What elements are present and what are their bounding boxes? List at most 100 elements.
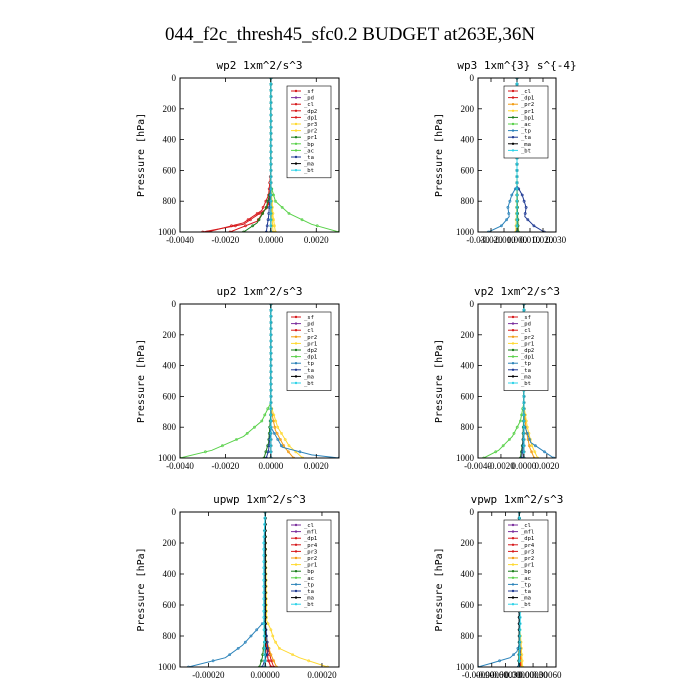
panel-title: vpwp 1xm^2/s^3 xyxy=(471,493,564,506)
series-point xyxy=(255,628,259,632)
legend: _cl_mfl_dp1_pr4_pr3_pr2_pr1_bp_ac_tp_ta_… xyxy=(286,519,332,613)
series-point xyxy=(262,547,266,551)
x-tick-label: 0.0000 xyxy=(258,235,283,245)
y-tick-label: 0 xyxy=(470,299,475,309)
series-point xyxy=(518,622,522,626)
series-point xyxy=(518,516,521,520)
legend-label: _bp xyxy=(304,142,314,148)
x-tick-label: 0.00020 xyxy=(307,670,337,680)
legend-box xyxy=(286,85,332,179)
legend-label: _mfl xyxy=(304,530,317,536)
series-point xyxy=(220,444,224,448)
series-point xyxy=(520,659,524,663)
series-point xyxy=(525,431,529,435)
series-point xyxy=(522,450,526,454)
legend-marker xyxy=(294,543,298,546)
series-point xyxy=(262,591,266,595)
legend-label: _pr3 xyxy=(304,549,317,555)
legend-label: _pd xyxy=(304,96,314,102)
series-point xyxy=(530,444,534,448)
series-point xyxy=(230,224,233,228)
series-line-ta xyxy=(265,304,272,458)
series-point xyxy=(262,628,266,632)
y-tick-label: 400 xyxy=(461,569,475,579)
legend-label: _sf xyxy=(521,315,531,321)
legend-label: _cl xyxy=(304,328,314,334)
legend-label: _pr1 xyxy=(521,341,534,347)
y-tick-label: 200 xyxy=(461,538,475,548)
legend-label: _ma xyxy=(521,596,531,602)
y-tick-label: 600 xyxy=(163,165,177,175)
series-point xyxy=(269,88,273,92)
series-point xyxy=(519,419,522,423)
series-line-ta xyxy=(265,78,272,232)
series-point xyxy=(534,444,537,448)
legend-box xyxy=(286,311,332,391)
y-tick-label: 200 xyxy=(163,330,177,340)
y-tick-label: 1000 xyxy=(158,662,177,672)
legend: _sf_pd_cl_dp2_dp1_pr3_pr2_pr1_bp_ac_ta_m… xyxy=(286,85,332,179)
y-tick-label: 600 xyxy=(461,600,475,610)
legend-marker xyxy=(294,530,298,533)
series-point xyxy=(522,419,526,423)
series-point xyxy=(269,193,273,197)
legend-marker xyxy=(294,556,298,560)
series-line-dp2 xyxy=(207,78,272,232)
series-point xyxy=(515,82,519,86)
legend-marker xyxy=(294,563,298,566)
series-point xyxy=(269,357,273,361)
legend-label: _ma xyxy=(521,374,531,380)
legend-marker xyxy=(511,335,515,338)
series-point xyxy=(532,224,536,228)
series-point xyxy=(272,665,276,667)
series-point xyxy=(275,665,278,667)
legend-marker xyxy=(511,122,515,126)
legend-marker xyxy=(511,355,515,358)
legend-label: _bt xyxy=(521,381,531,387)
series-point xyxy=(273,199,277,203)
legend-marker xyxy=(511,523,515,527)
series-point xyxy=(269,444,273,448)
series-point xyxy=(272,218,276,222)
series-point xyxy=(266,218,270,222)
series-point xyxy=(269,144,273,148)
series-point xyxy=(528,438,532,441)
x-tick-label: 0.0000 xyxy=(258,461,283,471)
legend-marker xyxy=(294,381,298,385)
legend-label: _sf xyxy=(304,315,314,321)
y-axis-label: Pressure [hPa] xyxy=(434,339,445,423)
y-axis-label: Pressure [hPa] xyxy=(136,113,147,197)
x-tick-label: 0.020 xyxy=(533,235,554,245)
series-point xyxy=(257,218,261,222)
series-point xyxy=(269,181,273,185)
legend-marker xyxy=(294,570,298,573)
legend-marker xyxy=(294,362,298,365)
legend-marker xyxy=(294,109,298,113)
series-point xyxy=(269,82,273,86)
legend-marker xyxy=(294,142,298,145)
series-point xyxy=(262,603,266,607)
y-tick-label: 200 xyxy=(461,104,475,114)
series-point xyxy=(269,388,273,392)
series-point xyxy=(521,665,524,667)
series-point xyxy=(279,444,283,448)
series-point xyxy=(269,450,273,454)
series-point xyxy=(326,665,329,667)
series-point xyxy=(286,450,290,454)
series-point xyxy=(515,162,519,166)
legend-label: _ac xyxy=(304,148,314,154)
legend-marker xyxy=(294,335,298,338)
series-point xyxy=(276,425,280,429)
legend-label: _bt xyxy=(304,381,314,387)
y-tick-label: 400 xyxy=(461,361,475,371)
series-point xyxy=(262,616,266,619)
series-point xyxy=(269,413,273,417)
series-point xyxy=(522,431,526,435)
legend-marker xyxy=(511,381,515,385)
series-point xyxy=(267,659,271,663)
series-point xyxy=(517,665,520,667)
legend-label: _dp2 xyxy=(521,348,534,354)
legend-label: _pr4 xyxy=(304,543,318,549)
legend-label: _dp1 xyxy=(304,355,317,361)
legend-marker xyxy=(294,537,298,540)
